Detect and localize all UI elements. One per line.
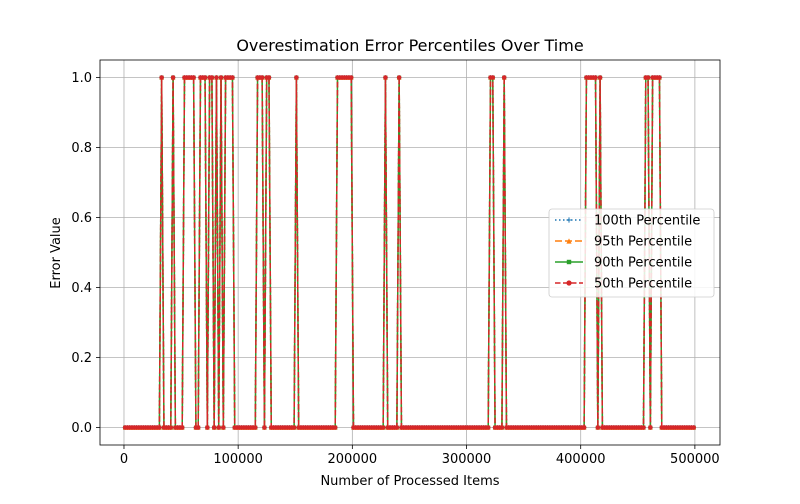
legend-marker-1 [566, 238, 572, 244]
series-3-point-61 [262, 425, 267, 430]
series-3-point-39 [211, 425, 217, 430]
series-3-point-16 [159, 75, 164, 80]
legend: 100th Percentile 95th Percentile 90th Perc… [548, 208, 715, 298]
series-3-point-161 [490, 75, 496, 80]
series-3-point-92 [332, 425, 338, 430]
series-3-point-120 [396, 75, 402, 80]
legend-marker-3 [566, 280, 572, 286]
series-3-point-47 [230, 75, 235, 80]
y-axis-label: Error Value [49, 217, 64, 289]
x-tick-label-1: 100000 [213, 452, 263, 467]
x-tick-label-3: 300000 [442, 452, 492, 467]
series-3-point-99 [348, 75, 354, 80]
legend-entry-3: 50th Percentile [555, 277, 692, 292]
legend-entry-1: 95th Percentile [555, 235, 692, 250]
series-3-point-201 [581, 425, 587, 430]
series-3-point-74 [291, 425, 297, 430]
series-3-point-20 [168, 425, 174, 430]
series-3-point-25 [179, 425, 185, 430]
legend-marker-0 [566, 217, 572, 223]
series-3-point-159 [485, 425, 491, 430]
legend-entry-0: 100th Percentile [555, 214, 700, 229]
axes-frame [99, 59, 721, 446]
legend-label-1: 95th Percentile [594, 235, 692, 250]
series-3-point-57 [252, 425, 258, 430]
series-3-point-227 [641, 425, 646, 430]
series-3-point-230 [648, 425, 653, 430]
chart-title: Overestimation Error Percentiles Over Ti… [236, 36, 583, 55]
series-3-point-75 [294, 75, 299, 80]
x-tick-label-2: 200000 [328, 452, 378, 467]
series-3-point-38 [209, 75, 215, 80]
x-axis-label: Number of Processed Items [320, 474, 499, 489]
series-3-point-234 [657, 75, 662, 80]
x-tick-label-5: 500000 [670, 452, 720, 467]
legend-marker-2 [566, 259, 572, 265]
series-3-point-42 [218, 75, 224, 80]
plot-area: 0 100000 200000 300000 400000 500000 0.0 0.2 0.4… [71, 59, 721, 467]
series-3-point-119 [394, 425, 400, 430]
series-3-point-229 [645, 75, 651, 80]
series-3-point-206 [593, 75, 598, 80]
y-tick-label-5: 1.0 [71, 71, 92, 86]
series-3-point-63 [266, 75, 272, 80]
series-3-point-40 [214, 75, 219, 80]
series-3-point-165 [499, 425, 505, 430]
y-tick-label-1: 0.2 [71, 351, 92, 366]
legend-label-0: 100th Percentile [594, 214, 700, 229]
series-3-point-21 [170, 75, 176, 80]
x-tick-label-4: 400000 [556, 452, 606, 467]
series-3-point-166 [501, 75, 507, 80]
series-3-point-32 [195, 425, 201, 430]
y-tick-label-4: 0.8 [71, 141, 92, 156]
series-3-point-113 [380, 425, 386, 430]
series-3-point-41 [216, 425, 222, 430]
series-3-point-114 [383, 75, 388, 80]
series-3-point-207 [595, 425, 601, 430]
legend-box [548, 208, 715, 298]
y-tick-label-2: 0.4 [71, 281, 92, 296]
series-3-point-15 [157, 425, 162, 430]
y-tick-label-0: 0.0 [71, 421, 92, 436]
series-3-point-36 [205, 425, 210, 430]
x-tick-label-0: 0 [120, 452, 128, 467]
series-3-point-249 [691, 425, 697, 430]
series-3-point-35 [202, 75, 208, 80]
series-3 [122, 75, 697, 430]
series-3-point-30 [191, 75, 196, 80]
legend-entry-2: 90th Percentile [555, 256, 692, 271]
series-3-point-208 [597, 75, 603, 80]
y-tick-label-3: 0.6 [71, 211, 92, 226]
legend-label-2: 90th Percentile [594, 256, 692, 271]
series-3-point-60 [259, 75, 265, 80]
legend-label-3: 50th Percentile [594, 277, 692, 292]
series-3-point-43 [221, 425, 226, 430]
